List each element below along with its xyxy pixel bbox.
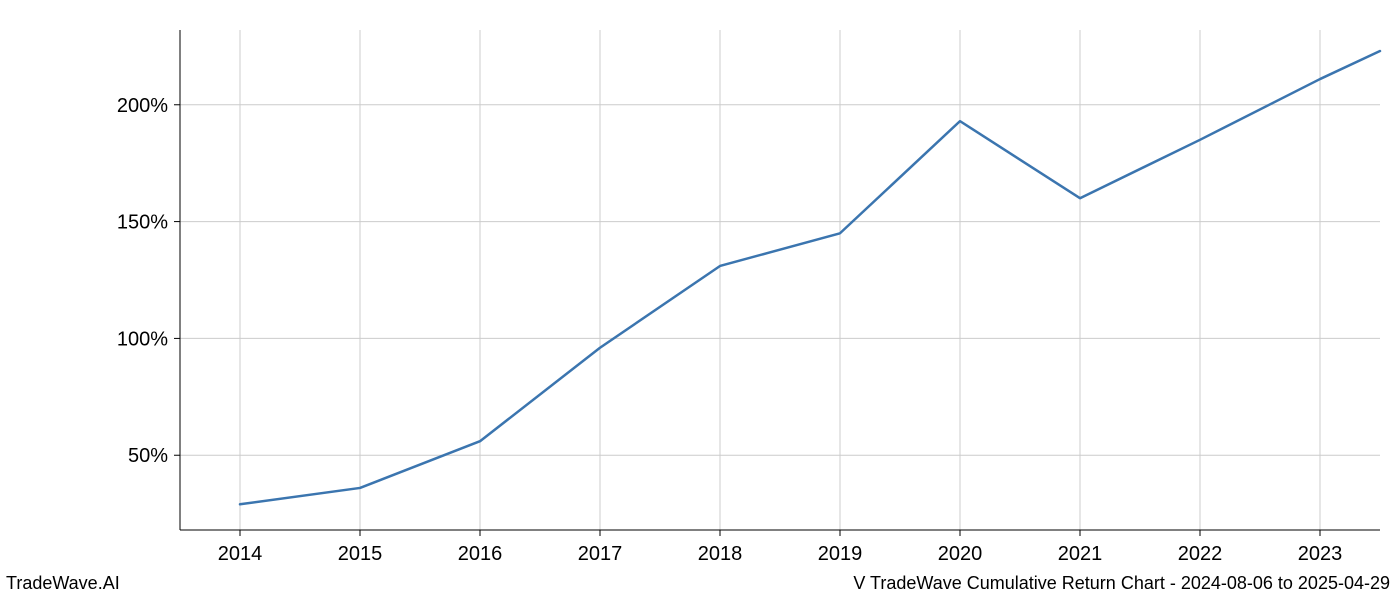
- svg-text:50%: 50%: [128, 445, 168, 467]
- footer-caption: V TradeWave Cumulative Return Chart - 20…: [853, 573, 1390, 594]
- line-chart: 2014 2015 2016 2017 2018 2019 2020 2021 2022 2023…: [0, 0, 1400, 600]
- chart-container: 2014 2015 2016 2017 2018 2019 2020 2021 2022 2023…: [0, 0, 1400, 600]
- svg-text:2015: 2015: [338, 543, 383, 565]
- svg-text:2018: 2018: [698, 543, 743, 565]
- footer-brand: TradeWave.AI: [6, 573, 120, 594]
- svg-text:2014: 2014: [218, 543, 263, 565]
- svg-text:2016: 2016: [458, 543, 503, 565]
- svg-text:2019: 2019: [818, 543, 863, 565]
- svg-text:2023: 2023: [1298, 543, 1343, 565]
- svg-text:150%: 150%: [117, 212, 168, 234]
- svg-text:2020: 2020: [938, 543, 983, 565]
- svg-text:2021: 2021: [1058, 543, 1103, 565]
- svg-text:100%: 100%: [117, 328, 168, 350]
- svg-text:2017: 2017: [578, 543, 623, 565]
- svg-text:2022: 2022: [1178, 543, 1223, 565]
- svg-text:200%: 200%: [117, 95, 168, 117]
